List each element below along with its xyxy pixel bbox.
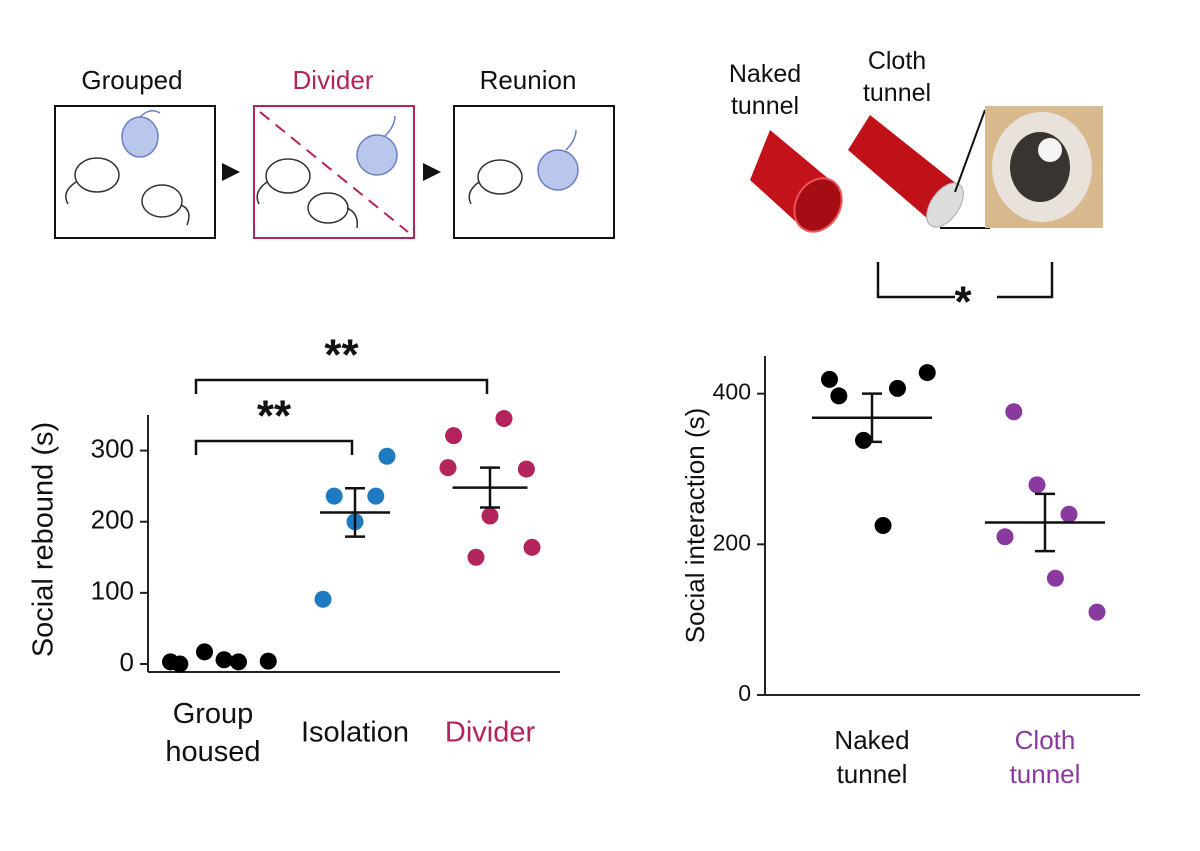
arrow <box>423 163 441 181</box>
x-category-label: Group housed <box>165 698 260 768</box>
schematic-label: Divider <box>293 65 374 95</box>
significance-label: ** <box>324 331 359 380</box>
cage <box>453 105 615 239</box>
x-category-label: Isolation <box>301 717 409 749</box>
data-point <box>1088 603 1106 621</box>
data-point <box>855 431 872 449</box>
arrow <box>222 163 240 181</box>
data-point <box>378 447 396 465</box>
x-category-label: Divider <box>445 717 536 749</box>
y-axis-label: Social rebound (s) <box>28 422 60 657</box>
data-point <box>874 517 892 534</box>
data-point <box>196 643 213 661</box>
data-point <box>314 590 332 608</box>
data-point <box>467 548 485 566</box>
tunnel-label: Naked tunnel <box>729 60 801 120</box>
significance-bracket <box>194 378 489 394</box>
x-category-label: Cloth tunnel <box>1010 725 1081 789</box>
data-point <box>1028 476 1046 494</box>
significance-label: * <box>954 278 972 327</box>
data-point <box>325 487 343 505</box>
bracket-gap <box>955 287 997 307</box>
significance-bracket <box>194 439 354 455</box>
data-point <box>1005 403 1023 421</box>
data-point <box>439 459 457 477</box>
significance-label: ** <box>257 392 292 441</box>
schematic <box>54 105 615 239</box>
y-tick-label: 400 <box>713 379 751 405</box>
data-point <box>996 528 1014 546</box>
data-point <box>1046 569 1064 587</box>
error-bar <box>480 466 500 509</box>
schematic-label: Grouped <box>81 65 182 95</box>
y-tick-label: 200 <box>713 529 751 555</box>
data-point <box>171 655 189 673</box>
y-tick-label: 0 <box>738 680 751 706</box>
error-bar <box>345 487 365 538</box>
y-tick-label: 300 <box>91 433 134 463</box>
tunnel-label: Cloth tunnel <box>863 47 931 107</box>
data-point <box>918 364 936 382</box>
data-point <box>367 487 385 505</box>
data-point <box>481 507 499 525</box>
data-point <box>215 651 233 669</box>
data-point <box>259 652 277 670</box>
schematic-label: Reunion <box>480 65 577 95</box>
data-point <box>517 460 535 478</box>
error-bar <box>862 392 882 444</box>
mice <box>65 110 579 229</box>
cage <box>54 105 216 239</box>
data-point <box>523 538 541 556</box>
x-category-label: Naked tunnel <box>834 725 909 789</box>
error-bar <box>1035 492 1055 553</box>
data-point <box>495 410 513 428</box>
data-point <box>830 387 848 405</box>
tunnel-illustration <box>750 106 1103 233</box>
cage <box>253 105 415 239</box>
y-tick-label: 100 <box>91 576 134 606</box>
y-axis-label: Social interaction (s) <box>680 408 710 644</box>
data-point <box>821 370 838 388</box>
y-tick-label: 200 <box>91 505 134 535</box>
data-point <box>230 653 247 671</box>
divider-line <box>259 111 409 233</box>
data-point <box>1060 505 1078 523</box>
data-point <box>889 379 906 397</box>
y-tick-label: 0 <box>120 647 134 677</box>
data-point <box>445 427 463 445</box>
